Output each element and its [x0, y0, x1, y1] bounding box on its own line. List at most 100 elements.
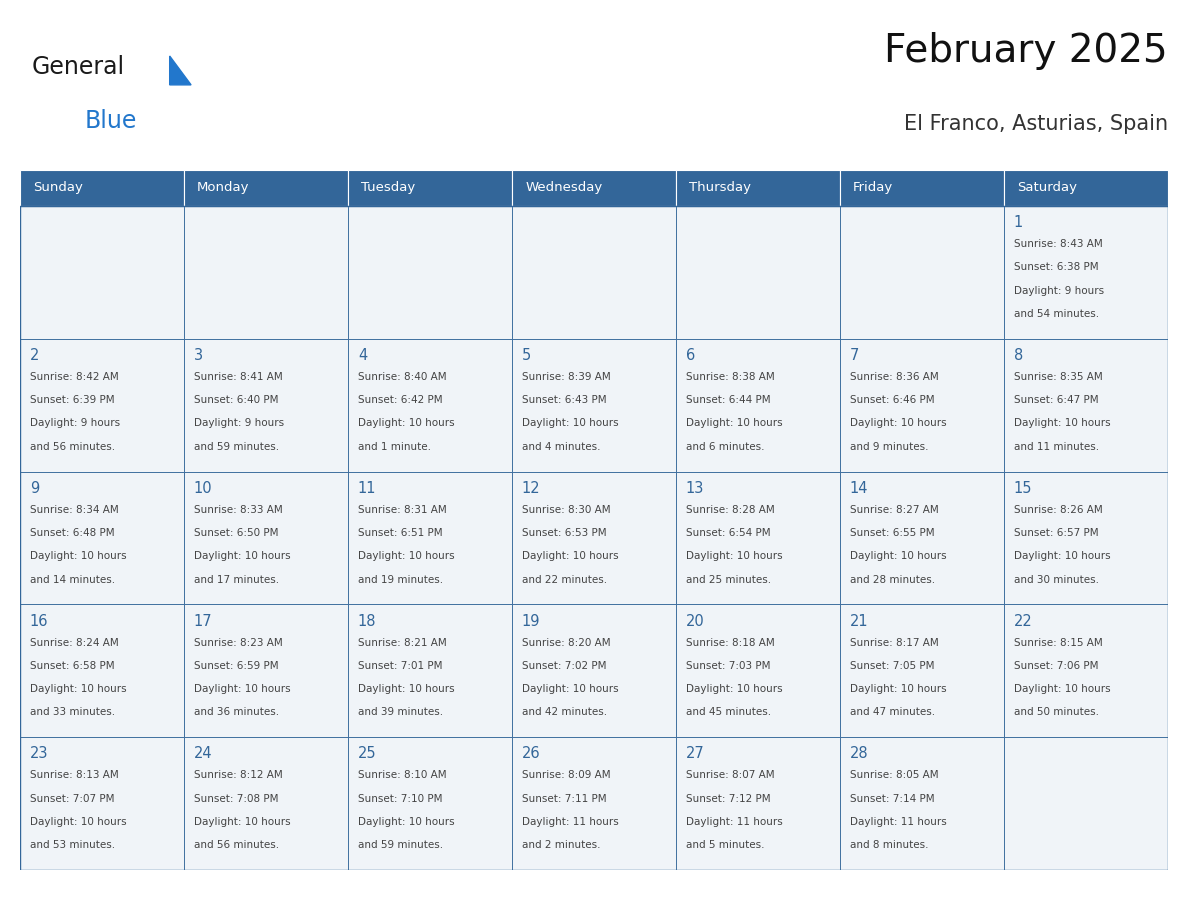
Text: Sunrise: 8:27 AM: Sunrise: 8:27 AM: [849, 505, 939, 515]
Text: Sunrise: 8:34 AM: Sunrise: 8:34 AM: [30, 505, 119, 515]
Text: Daylight: 10 hours: Daylight: 10 hours: [522, 419, 619, 429]
Text: Sunset: 6:39 PM: Sunset: 6:39 PM: [30, 396, 114, 405]
Text: Daylight: 10 hours: Daylight: 10 hours: [358, 552, 455, 561]
Text: 12: 12: [522, 481, 541, 496]
Bar: [676, 604, 840, 737]
Text: Sunset: 6:44 PM: Sunset: 6:44 PM: [685, 396, 771, 405]
Text: Daylight: 10 hours: Daylight: 10 hours: [849, 419, 947, 429]
Text: and 50 minutes.: and 50 minutes.: [1013, 708, 1099, 717]
Text: and 25 minutes.: and 25 minutes.: [685, 575, 771, 585]
Bar: [348, 604, 512, 737]
Text: and 59 minutes.: and 59 minutes.: [194, 442, 279, 452]
Text: and 53 minutes.: and 53 minutes.: [30, 840, 115, 850]
Text: Daylight: 10 hours: Daylight: 10 hours: [849, 684, 947, 694]
Text: Sunset: 6:38 PM: Sunset: 6:38 PM: [1013, 263, 1099, 273]
Text: Sunset: 6:57 PM: Sunset: 6:57 PM: [1013, 528, 1099, 538]
Text: Sunset: 6:51 PM: Sunset: 6:51 PM: [358, 528, 442, 538]
Text: 4: 4: [358, 348, 367, 364]
Text: Sunrise: 8:26 AM: Sunrise: 8:26 AM: [1013, 505, 1102, 515]
Text: Sunrise: 8:17 AM: Sunrise: 8:17 AM: [849, 638, 939, 647]
Text: and 42 minutes.: and 42 minutes.: [522, 708, 607, 717]
Text: Blue: Blue: [84, 109, 137, 133]
Text: Daylight: 10 hours: Daylight: 10 hours: [685, 419, 783, 429]
Text: 18: 18: [358, 614, 377, 629]
Bar: [1004, 206, 1168, 339]
Text: 23: 23: [30, 746, 49, 762]
Text: 11: 11: [358, 481, 377, 496]
Text: Daylight: 9 hours: Daylight: 9 hours: [30, 419, 120, 429]
Text: Sunday: Sunday: [33, 182, 83, 195]
Text: Monday: Monday: [197, 182, 249, 195]
Text: 22: 22: [1013, 614, 1032, 629]
Text: and 14 minutes.: and 14 minutes.: [30, 575, 115, 585]
Text: Sunset: 6:55 PM: Sunset: 6:55 PM: [849, 528, 935, 538]
Text: Sunrise: 8:43 AM: Sunrise: 8:43 AM: [1013, 240, 1102, 249]
Text: Sunset: 7:06 PM: Sunset: 7:06 PM: [1013, 661, 1099, 671]
Bar: [184, 472, 348, 604]
Bar: [840, 472, 1004, 604]
Text: and 56 minutes.: and 56 minutes.: [30, 442, 115, 452]
Bar: [348, 206, 512, 339]
Text: Daylight: 11 hours: Daylight: 11 hours: [522, 817, 619, 827]
Bar: [512, 170, 676, 206]
Text: Sunrise: 8:21 AM: Sunrise: 8:21 AM: [358, 638, 447, 647]
Text: 25: 25: [358, 746, 377, 762]
Text: and 59 minutes.: and 59 minutes.: [358, 840, 443, 850]
Text: Daylight: 10 hours: Daylight: 10 hours: [358, 817, 455, 827]
Text: and 30 minutes.: and 30 minutes.: [1013, 575, 1099, 585]
Text: Daylight: 10 hours: Daylight: 10 hours: [194, 817, 290, 827]
Text: Sunset: 7:05 PM: Sunset: 7:05 PM: [849, 661, 934, 671]
Text: and 1 minute.: and 1 minute.: [358, 442, 431, 452]
Text: Daylight: 10 hours: Daylight: 10 hours: [685, 684, 783, 694]
Text: 8: 8: [1013, 348, 1023, 364]
Bar: [184, 206, 348, 339]
Bar: [1004, 472, 1168, 604]
Text: Daylight: 10 hours: Daylight: 10 hours: [194, 684, 290, 694]
Text: Sunrise: 8:41 AM: Sunrise: 8:41 AM: [194, 372, 283, 382]
Text: Daylight: 9 hours: Daylight: 9 hours: [1013, 285, 1104, 296]
Text: Thursday: Thursday: [689, 182, 751, 195]
Text: 20: 20: [685, 614, 704, 629]
Text: Sunrise: 8:18 AM: Sunrise: 8:18 AM: [685, 638, 775, 647]
Text: 21: 21: [849, 614, 868, 629]
Bar: [184, 339, 348, 472]
Bar: [20, 472, 184, 604]
Text: Sunset: 6:59 PM: Sunset: 6:59 PM: [194, 661, 278, 671]
Text: Sunset: 7:01 PM: Sunset: 7:01 PM: [358, 661, 442, 671]
Text: Daylight: 10 hours: Daylight: 10 hours: [522, 552, 619, 561]
Text: Sunrise: 8:42 AM: Sunrise: 8:42 AM: [30, 372, 119, 382]
Text: Sunrise: 8:12 AM: Sunrise: 8:12 AM: [194, 770, 283, 780]
Text: Sunrise: 8:10 AM: Sunrise: 8:10 AM: [358, 770, 447, 780]
Text: and 6 minutes.: and 6 minutes.: [685, 442, 764, 452]
Text: Sunset: 6:46 PM: Sunset: 6:46 PM: [849, 396, 935, 405]
Text: Daylight: 11 hours: Daylight: 11 hours: [685, 817, 783, 827]
Text: 10: 10: [194, 481, 213, 496]
Text: Daylight: 10 hours: Daylight: 10 hours: [1013, 552, 1111, 561]
Text: and 8 minutes.: and 8 minutes.: [849, 840, 928, 850]
Text: Sunrise: 8:13 AM: Sunrise: 8:13 AM: [30, 770, 119, 780]
Text: 19: 19: [522, 614, 541, 629]
Text: El Franco, Asturias, Spain: El Franco, Asturias, Spain: [904, 115, 1168, 134]
Text: Sunrise: 8:40 AM: Sunrise: 8:40 AM: [358, 372, 447, 382]
Text: Daylight: 10 hours: Daylight: 10 hours: [1013, 419, 1111, 429]
Text: 7: 7: [849, 348, 859, 364]
Text: 5: 5: [522, 348, 531, 364]
Text: Sunrise: 8:07 AM: Sunrise: 8:07 AM: [685, 770, 775, 780]
Text: 28: 28: [849, 746, 868, 762]
Bar: [348, 339, 512, 472]
Bar: [1004, 737, 1168, 870]
Text: Sunrise: 8:36 AM: Sunrise: 8:36 AM: [849, 372, 939, 382]
Bar: [184, 604, 348, 737]
Text: 24: 24: [194, 746, 213, 762]
Text: Sunset: 7:14 PM: Sunset: 7:14 PM: [849, 794, 935, 803]
Text: Sunrise: 8:23 AM: Sunrise: 8:23 AM: [194, 638, 283, 647]
Bar: [676, 206, 840, 339]
Text: and 19 minutes.: and 19 minutes.: [358, 575, 443, 585]
Text: 2: 2: [30, 348, 39, 364]
Text: Sunrise: 8:39 AM: Sunrise: 8:39 AM: [522, 372, 611, 382]
Text: Sunrise: 8:33 AM: Sunrise: 8:33 AM: [194, 505, 283, 515]
Text: and 47 minutes.: and 47 minutes.: [849, 708, 935, 717]
Bar: [512, 472, 676, 604]
Bar: [676, 170, 840, 206]
Text: Sunrise: 8:05 AM: Sunrise: 8:05 AM: [849, 770, 939, 780]
